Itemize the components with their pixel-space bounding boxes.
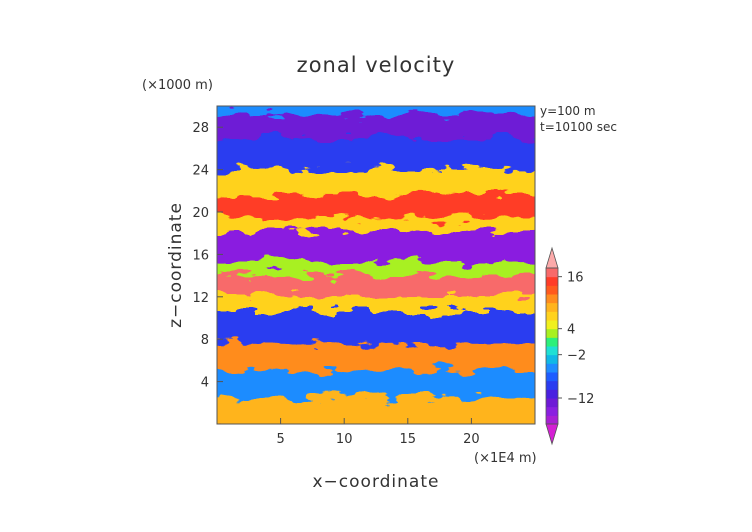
velocity-field [217, 106, 535, 424]
y-unit-label: (×1000 m) [142, 78, 213, 93]
colorbar-tick-label: 4 [567, 323, 575, 338]
colorbar-swatch [546, 398, 558, 408]
colorbar-swatch [546, 320, 558, 330]
colorbar-swatch [546, 285, 558, 295]
colorbar-swatch [546, 372, 558, 382]
y-tick-label: 24 [192, 164, 209, 179]
colorbar-swatch [546, 311, 558, 321]
colorbar-swatch [546, 337, 558, 347]
x-unit-label: (×1E4 m) [474, 451, 537, 466]
y-axis: 4 8 12 16 20 24 28 [192, 121, 223, 391]
x-tick-label: 15 [400, 432, 417, 447]
colorbar-swatch [546, 380, 558, 390]
plot-frame [216, 105, 536, 425]
colorbar-swatch [546, 363, 558, 373]
colorbar-tick-label: −12 [567, 392, 594, 407]
colorbar-swatch [546, 276, 558, 286]
colorbar-swatch [546, 354, 558, 364]
x-axis: 5 10 15 20 [276, 418, 480, 447]
x-axis-label: x−coordinate [313, 472, 440, 492]
y-tick-label: 16 [192, 248, 209, 263]
colorbar-frame [545, 267, 559, 425]
colorbar: 16 4 −2 −12 [545, 246, 594, 446]
annotation-y: y=100 m [540, 104, 596, 118]
colorbar-max-arrow [545, 246, 559, 269]
colorbar-swatch [546, 328, 558, 338]
colorbar-swatch [546, 346, 558, 356]
colorbar-min-arrow [545, 423, 559, 446]
colorbar-swatch [546, 415, 558, 425]
y-tick-label: 28 [192, 121, 209, 136]
x-tick-label: 10 [336, 432, 353, 447]
y-axis-label: z−coordinate [166, 202, 186, 328]
colorbar-swatch [546, 302, 558, 312]
velocity-band [217, 396, 535, 424]
y-tick-label: 4 [201, 376, 209, 391]
colorbar-tick-label: −2 [567, 349, 586, 364]
heatmap-plot-area [216, 105, 536, 425]
chart-title: zonal velocity [297, 53, 456, 77]
annotation-t: t=10100 sec [540, 120, 617, 134]
y-tick-label: 8 [201, 333, 209, 348]
y-tick-label: 20 [192, 206, 209, 221]
x-tick-label: 20 [463, 432, 480, 447]
x-tick-label: 5 [276, 432, 284, 447]
colorbar-swatch [546, 406, 558, 416]
colorbar-swatch [546, 294, 558, 304]
colorbar-swatch [546, 268, 558, 278]
y-tick-label: 12 [192, 291, 209, 306]
colorbar-swatch [546, 389, 558, 399]
colorbar-tick-label: 16 [567, 271, 584, 286]
